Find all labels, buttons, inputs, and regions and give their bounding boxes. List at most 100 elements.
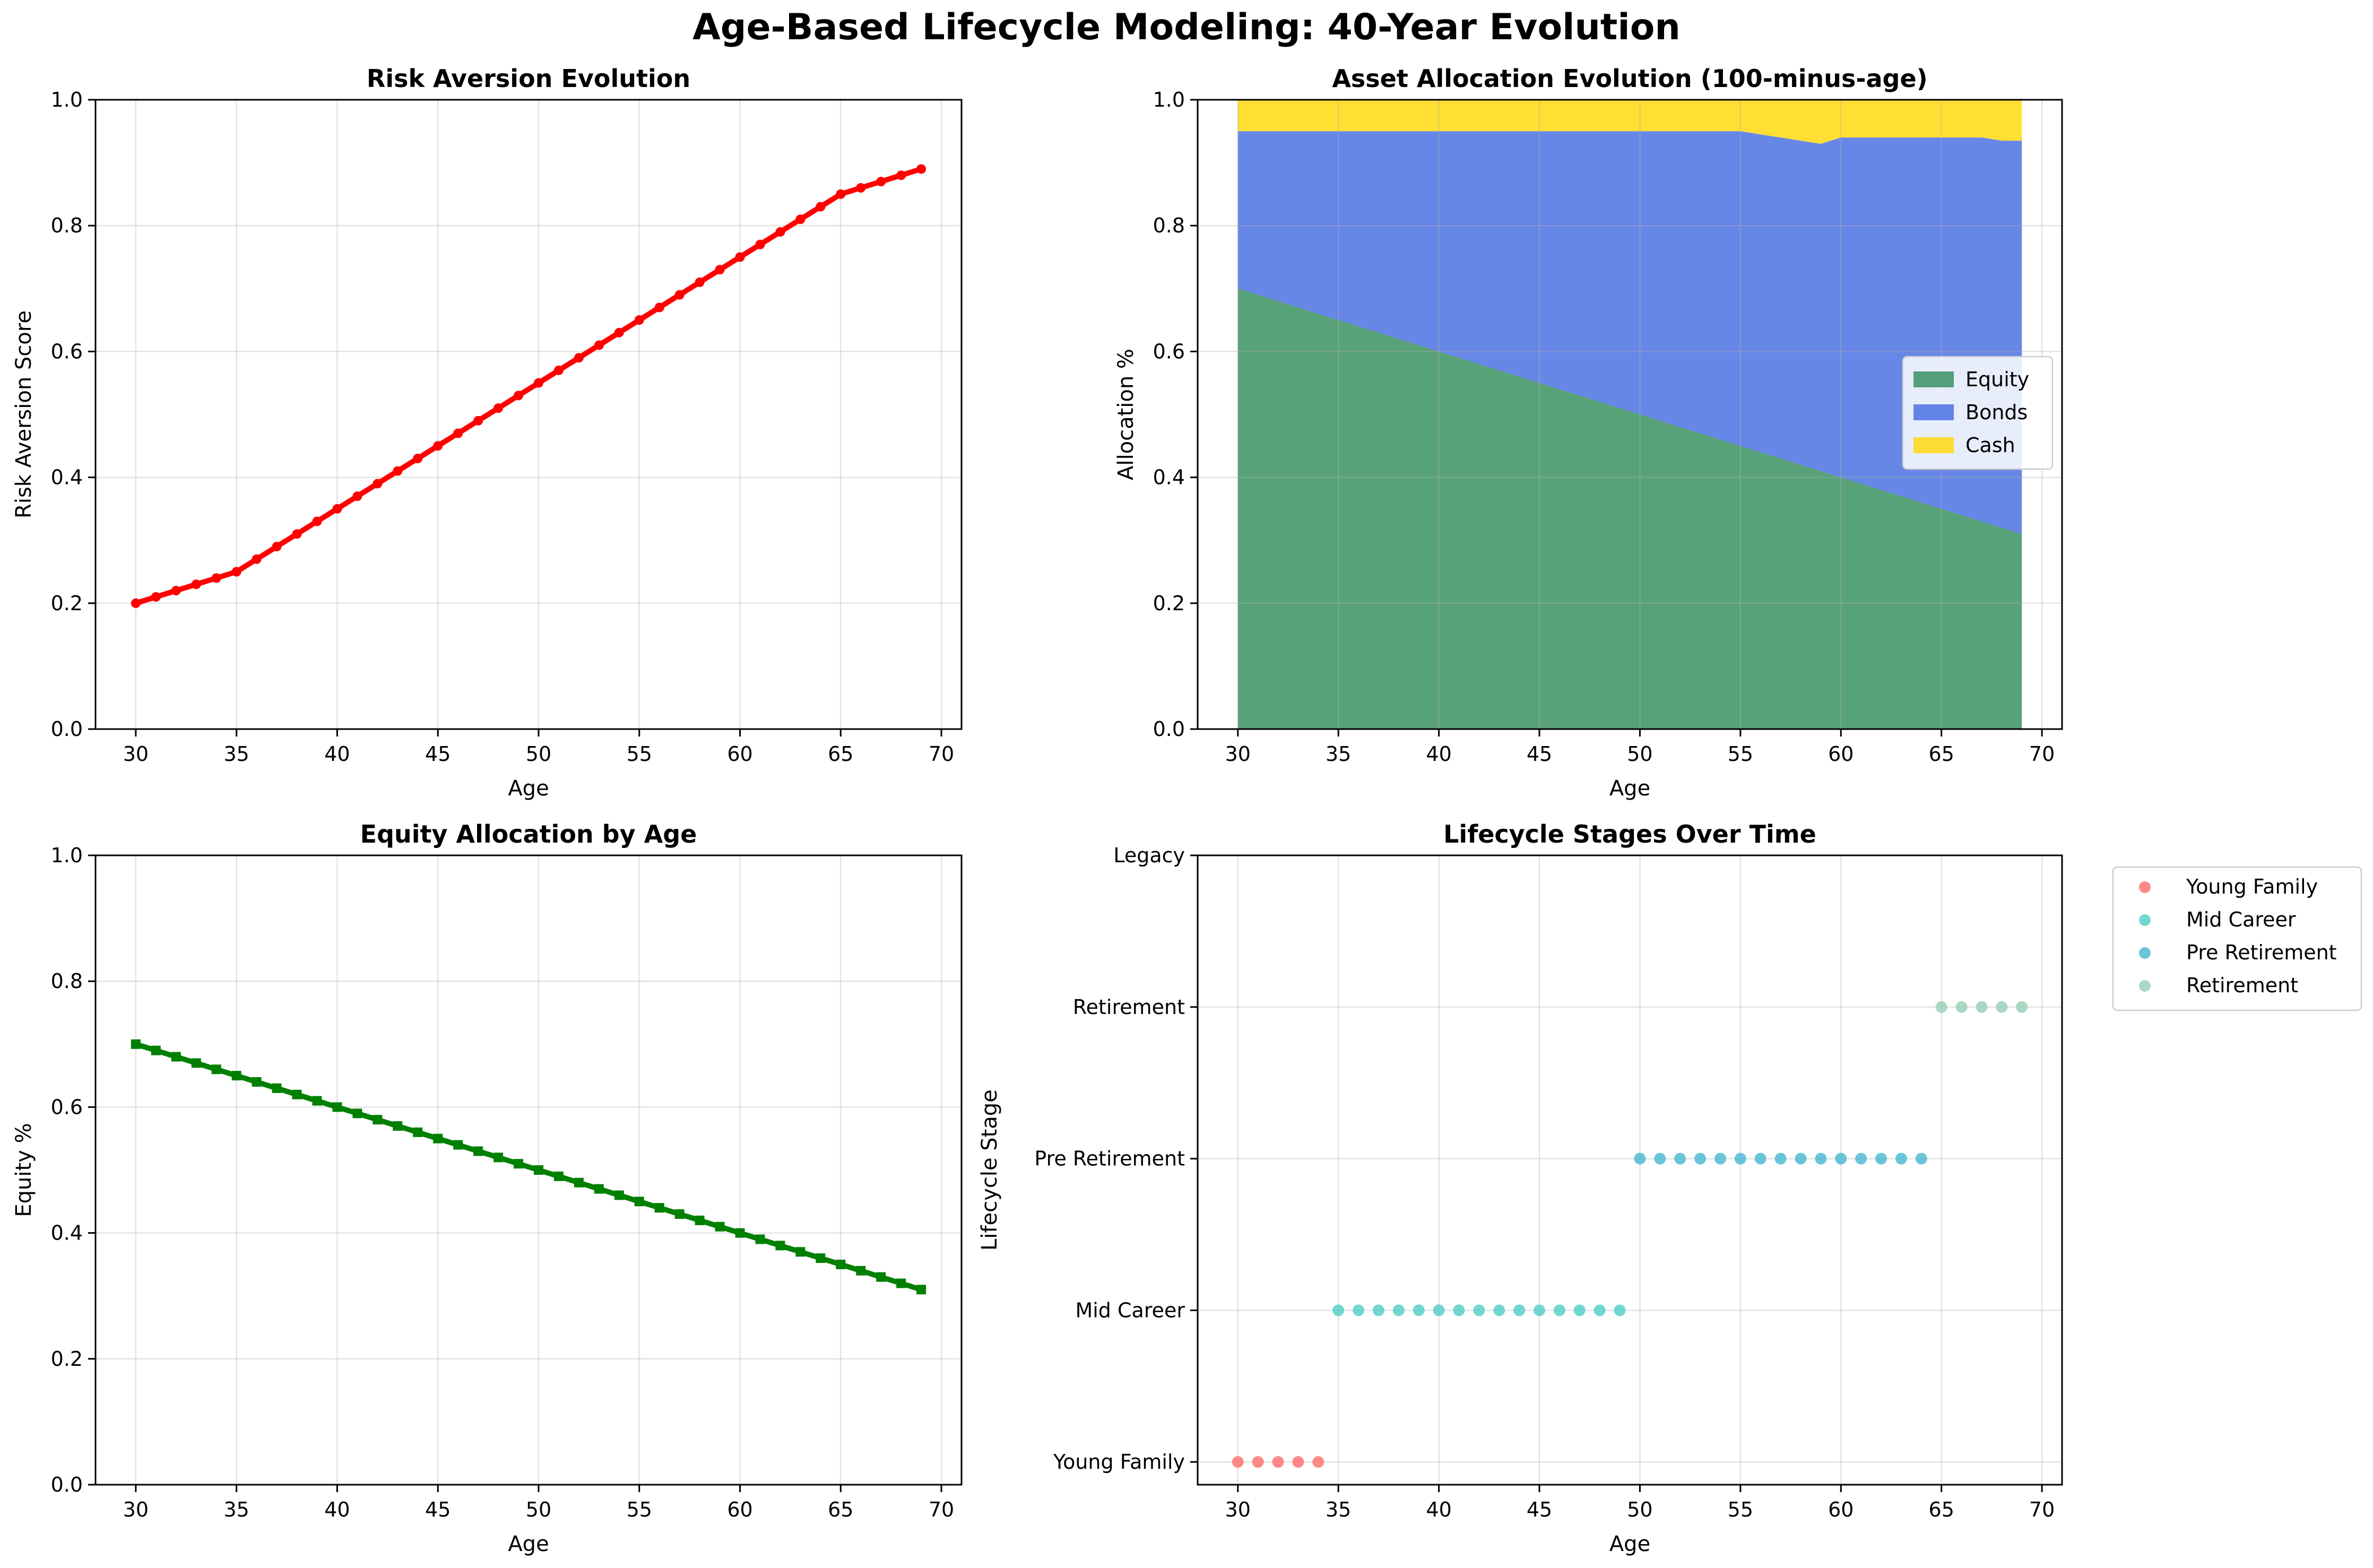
equity-point [473,1146,483,1156]
plot-border [94,854,963,1486]
area-bonds [1237,131,2022,534]
stage-point-pre-retirement [1634,1153,1646,1165]
equity-point [876,1272,886,1282]
risk-point [373,479,383,489]
y-axis-label: Allocation % [1114,349,1138,480]
equity-point [252,1077,262,1087]
stage-point-pre-retirement [1815,1153,1827,1165]
stage-point-mid-career [1513,1304,1526,1316]
risk-point [876,177,886,187]
risk-point [252,554,262,564]
stage-point-retirement [1996,1001,2008,1013]
legend-label: Equity [1965,368,2029,391]
x-tick-label: 60 [727,742,752,766]
equity-point [816,1253,826,1263]
x-tick-label: 40 [324,1498,350,1521]
plot-border [1197,854,2063,1486]
y-tick-label: Legacy [1113,844,1185,867]
equity-point [735,1228,745,1238]
risk-point [352,491,362,501]
frame-stages: 30 35 40 45 50 55 60 65 70 Young Family Mid Career… [1034,820,2063,1556]
risk-point [191,579,201,590]
stage-point-mid-career [1433,1304,1445,1316]
stage-point-pre-retirement [1915,1153,1927,1165]
y-axis-label: Lifecycle Stage [977,1089,1002,1251]
equity-point [352,1108,362,1119]
y-tick-label: 0.6 [1153,340,1185,363]
risk-point [634,315,644,325]
y-tick-label: 1.0 [51,88,83,111]
x-tick-label: 30 [123,1498,149,1521]
equity-point [332,1102,342,1112]
legend-marker [2139,947,2151,959]
x-tick-label: 65 [828,742,853,766]
stage-point-mid-career [1392,1304,1405,1316]
risk-point [533,378,543,388]
x-tick-label: 50 [1627,1498,1652,1521]
x-tick-label: 40 [1426,1498,1451,1521]
stage-point-mid-career [1534,1304,1546,1316]
stage-point-young-family [1252,1456,1264,1468]
stage-point-mid-career [1372,1304,1384,1316]
y-tick-label: Pre Retirement [1034,1147,1185,1171]
stage-point-retirement [1976,1001,1988,1013]
x-tick-label: 55 [627,1498,652,1521]
legend-label: Bonds [1965,401,2028,424]
x-tick-label: 55 [627,742,652,766]
x-tick-label: 35 [1326,1498,1351,1521]
risk-point [856,183,866,193]
risk-point [735,252,745,262]
x-tick-label: 45 [425,1498,451,1521]
y-tick-label: 0.4 [51,1222,83,1245]
chart-title: Lifecycle Stages Over Time [1443,820,1816,848]
equity-point [836,1259,846,1269]
risk-point [473,415,483,426]
equity-point [292,1089,302,1099]
x-tick-label: 70 [929,742,954,766]
risk-point [211,573,221,583]
y-tick-label: 0.8 [51,969,83,993]
legend-swatch [1913,437,1954,453]
stage-point-mid-career [1332,1304,1345,1316]
risk-point [916,164,926,174]
y-tick-label: 0.0 [1153,717,1185,741]
legend-label: Retirement [2186,974,2298,997]
risk-point [896,170,906,180]
area-cash [1237,100,2022,144]
x-tick-label: 50 [1627,742,1652,766]
x-tick-label: 45 [1527,1498,1552,1521]
x-tick-label: 65 [828,1498,853,1521]
x-axis-label: Age [508,1532,549,1556]
risk-point [332,504,342,514]
frame-equity: 30 35 40 45 50 55 60 65 70 0.0 0.2 0.4 0.6 0.8 1.0 Equi… [51,820,963,1556]
risk-point [514,391,524,401]
y-tick-label: Mid Career [1075,1298,1185,1322]
equity-point [594,1184,604,1194]
risk-point [171,586,181,596]
equity-point [654,1203,664,1213]
stage-point-mid-career [1614,1304,1626,1316]
y-tick-label: 0.8 [1153,214,1185,237]
x-tick-label: 30 [123,742,149,766]
equity-point [514,1159,524,1169]
risk-series-line [135,166,922,606]
plot-border [94,99,963,730]
x-axis-label: Age [508,776,549,801]
legend-box [2112,866,2362,1011]
x-axis-label: Age [1609,1532,1650,1556]
legend-swatch [1913,404,1954,420]
stage-point-pre-retirement [1795,1153,1807,1165]
risk-point [131,598,141,608]
x-tick-label: 60 [727,1498,752,1521]
chart-title: Risk Aversion Evolution [367,64,690,93]
equity-point [493,1153,504,1163]
frame-risk: 30 35 40 45 50 55 60 65 70 0.0 0.2 0.4 0.6 0.8 1.0 Risk… [51,64,963,801]
y-tick-label: 0.2 [1153,592,1185,615]
risk-point [695,277,705,287]
risk-point [574,353,584,363]
stage-point-young-family [1312,1456,1324,1468]
x-tick-label: 50 [526,1498,551,1521]
equity-point [795,1247,806,1257]
y-tick-label: 0.2 [51,592,83,615]
plot-border [1197,99,2063,730]
